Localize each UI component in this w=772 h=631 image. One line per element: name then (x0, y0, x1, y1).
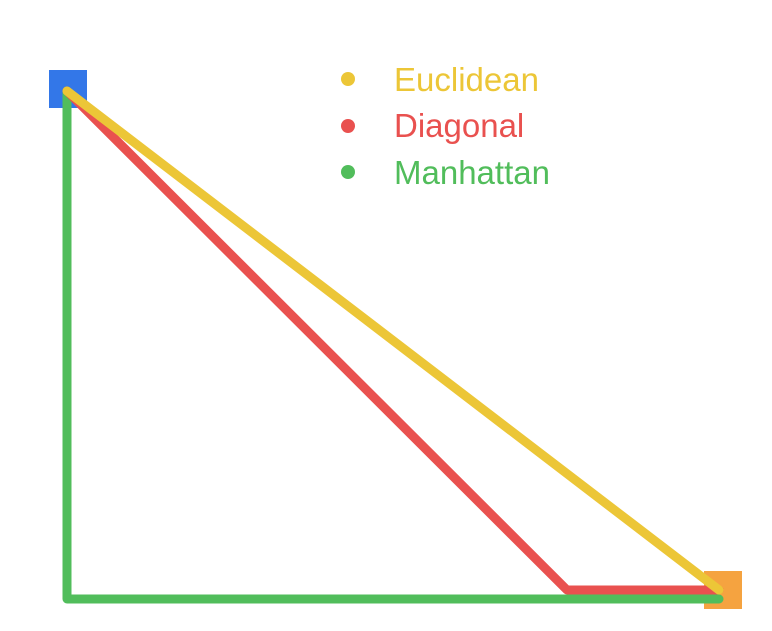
legend-label-euclidean: Euclidean (394, 60, 539, 98)
legend-item-diagonal: Diagonal (338, 103, 550, 150)
diagonal-dot-icon (341, 118, 355, 133)
legend-item-manhattan: Manhattan (338, 149, 550, 196)
legend-item-euclidean: Euclidean (338, 56, 550, 103)
euclidean-dot-icon (341, 72, 355, 87)
manhattan-dot-icon (341, 165, 355, 180)
legend-label-manhattan: Manhattan (394, 153, 550, 191)
manhattan-path (62, 86, 724, 604)
legend-label-diagonal: Diagonal (394, 107, 525, 145)
legend: Euclidean Diagonal Manhattan (338, 56, 550, 196)
euclidean-path (62, 86, 724, 595)
diagonal-path (62, 86, 724, 595)
